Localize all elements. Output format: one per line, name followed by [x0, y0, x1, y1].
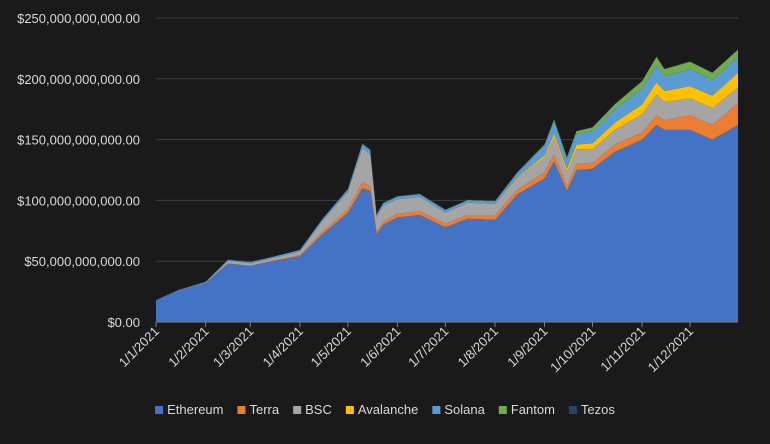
series-area-ethereum — [156, 125, 738, 322]
y-tick-label: $100,000,000,000.00 — [17, 193, 140, 208]
x-tick-label: 1/8/2021 — [455, 324, 501, 370]
y-tick-label: $50,000,000,000.00 — [24, 254, 140, 269]
legend-item-terra: Terra — [237, 402, 280, 417]
x-tick-label: 1/12/2021 — [645, 324, 697, 376]
x-tick-label: 1/4/2021 — [260, 324, 306, 370]
legend-item-bsc: BSC — [293, 402, 332, 417]
legend-swatch — [155, 406, 164, 414]
legend-label: Avalanche — [358, 402, 418, 417]
legend-swatch — [498, 406, 507, 414]
x-tick-label: 1/3/2021 — [210, 324, 256, 370]
series-area-avalanche — [156, 72, 738, 301]
legend-swatch — [568, 406, 577, 414]
x-tick-label: 1/10/2021 — [547, 324, 599, 376]
series-area-solana — [156, 56, 738, 301]
x-tick-label: 1/6/2021 — [357, 324, 403, 370]
legend-label: Tezos — [581, 402, 615, 417]
legend-label: BSC — [305, 402, 332, 417]
legend-item-fantom: Fantom — [498, 402, 555, 417]
legend-label: Solana — [444, 402, 485, 417]
y-tick-label: $0.00 — [107, 315, 140, 330]
y-tick-label: $200,000,000,000.00 — [17, 72, 140, 87]
series-areas — [156, 49, 738, 322]
x-tick-label: 1/2/2021 — [165, 324, 211, 370]
legend-item-ethereum: Ethereum — [155, 402, 224, 417]
legend-item-solana: Solana — [432, 402, 486, 417]
series-area-terra — [156, 103, 738, 301]
legend: Ethereum Terra BSC Avalanche Solana Fantom Tez… — [155, 402, 615, 417]
legend-swatch — [345, 406, 354, 414]
x-tick-label: 1/9/2021 — [504, 324, 550, 370]
x-tick-label: 1/1/2021 — [116, 324, 162, 370]
legend-swatch — [237, 406, 246, 414]
x-tick-label: 1/5/2021 — [308, 324, 354, 370]
legend-label: Terra — [250, 402, 280, 417]
legend-label: Fantom — [511, 402, 555, 417]
legend-item-tezos: Tezos — [568, 402, 615, 417]
legend-label: Ethereum — [167, 402, 223, 417]
y-tick-label: $150,000,000,000.00 — [17, 133, 140, 148]
legend-swatch — [293, 406, 302, 414]
y-tick-label: $250,000,000,000.00 — [17, 11, 140, 26]
x-tick-label: 1/7/2021 — [405, 324, 451, 370]
legend-item-avalanche: Avalanche — [345, 402, 418, 417]
legend-swatch — [432, 406, 441, 414]
x-tick-label: 1/11/2021 — [597, 324, 648, 375]
series-area-bsc — [156, 87, 738, 301]
